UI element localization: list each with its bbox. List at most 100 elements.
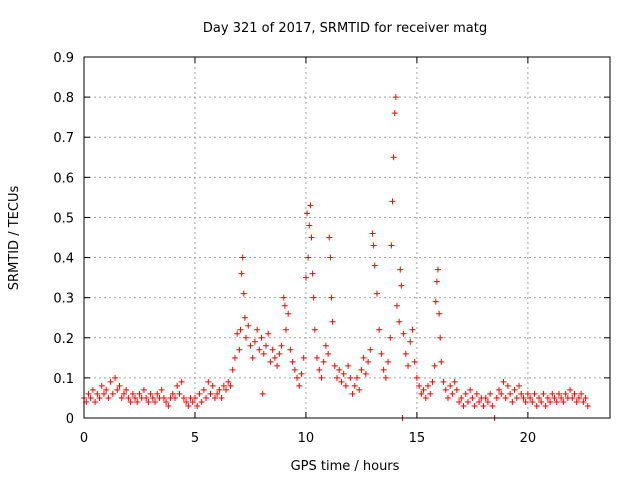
data-point: [183, 398, 190, 405]
data-point: [87, 394, 94, 401]
data-point: [351, 382, 358, 389]
data-point: [227, 382, 234, 389]
data-point: [365, 358, 372, 365]
data-point: [296, 382, 303, 389]
data-point: [334, 374, 341, 381]
data-point: [154, 390, 161, 397]
data-point: [529, 398, 536, 405]
data-point: [129, 390, 136, 397]
y-tick-label: 0.1: [53, 372, 74, 387]
data-point: [422, 394, 429, 401]
data-point: [314, 354, 321, 361]
data-point: [234, 330, 241, 337]
data-point: [418, 390, 425, 397]
data-point: [238, 270, 245, 277]
data-point: [209, 382, 216, 389]
data-point: [405, 362, 412, 369]
data-point: [92, 398, 99, 405]
data-point: [165, 402, 172, 409]
data-point: [551, 394, 558, 401]
data-point: [437, 334, 444, 341]
data-point: [237, 326, 244, 333]
data-point: [328, 294, 335, 301]
data-point: [580, 398, 587, 405]
data-point: [240, 290, 247, 297]
data-point: [316, 366, 323, 373]
data-point: [498, 390, 505, 397]
data-point: [531, 390, 538, 397]
data-point: [409, 326, 416, 333]
data-point: [109, 390, 116, 397]
x-tick-label: 0: [80, 431, 88, 446]
data-point: [134, 398, 141, 405]
data-point: [265, 330, 272, 337]
y-tick-label: 0.9: [53, 51, 74, 66]
data-point: [302, 274, 309, 281]
data-point: [382, 374, 389, 381]
data-point: [449, 390, 456, 397]
data-point: [281, 302, 288, 309]
data-point: [391, 110, 398, 117]
data-point: [385, 358, 392, 365]
data-point: [578, 390, 585, 397]
data-point: [444, 394, 451, 401]
data-point: [567, 386, 574, 393]
data-point: [94, 390, 101, 397]
data-point: [356, 386, 363, 393]
data-point: [127, 398, 134, 405]
data-point: [218, 394, 225, 401]
data-point: [342, 382, 349, 389]
data-point: [511, 386, 518, 393]
data-point: [462, 390, 469, 397]
data-point: [476, 398, 483, 405]
data-point: [267, 358, 274, 365]
data-point: [171, 394, 178, 401]
data-point: [140, 386, 147, 393]
data-point: [584, 402, 591, 409]
data-point: [225, 378, 232, 385]
data-point: [220, 382, 227, 389]
data-point: [149, 394, 156, 401]
data-point: [396, 318, 403, 325]
data-point: [169, 390, 176, 397]
data-point: [392, 94, 399, 101]
data-point: [118, 394, 125, 401]
data-point: [460, 402, 467, 409]
y-tick-label: 0.6: [53, 171, 74, 186]
data-point: [258, 334, 265, 341]
data-point: [340, 370, 347, 377]
data-point: [85, 390, 92, 397]
data-point: [325, 350, 332, 357]
data-point: [189, 398, 196, 405]
data-point: [353, 374, 360, 381]
data-point: [573, 398, 580, 405]
data-point: [278, 342, 285, 349]
data-point: [440, 378, 447, 385]
data-point: [436, 310, 443, 317]
data-point: [185, 402, 192, 409]
data-point: [198, 398, 205, 405]
data-point: [251, 338, 258, 345]
data-point: [322, 342, 329, 349]
data-point: [575, 394, 582, 401]
y-axis-label: SRMTID / TECUs: [7, 186, 22, 291]
data-point: [367, 346, 374, 353]
data-point: [310, 294, 317, 301]
data-point: [413, 374, 420, 381]
data-point: [191, 394, 198, 401]
data-point: [438, 358, 445, 365]
data-point: [360, 354, 367, 361]
data-point: [400, 330, 407, 337]
data-point: [304, 210, 311, 217]
data-point: [152, 398, 159, 405]
y-tick-label: 0.4: [53, 252, 74, 267]
data-point: [306, 222, 313, 229]
data-point: [287, 346, 294, 353]
data-point: [114, 386, 121, 393]
data-point: [305, 254, 312, 261]
data-point: [205, 378, 212, 385]
data-point: [571, 390, 578, 397]
data-point: [522, 398, 529, 405]
data-point: [562, 390, 569, 397]
